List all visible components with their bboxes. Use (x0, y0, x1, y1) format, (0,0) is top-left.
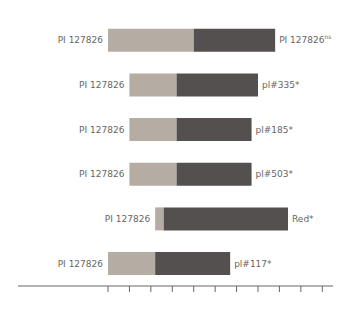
svg-text:PI 127826: PI 127826 (58, 35, 104, 45)
svg-text:Red*: Red* (292, 214, 314, 224)
svg-text:PI 127826ns: PI 127826ns (279, 33, 331, 46)
svg-text:pl#185*: pl#185* (256, 125, 294, 135)
svg-text:pl#335*: pl#335* (262, 80, 300, 90)
svg-text:PI 127826: PI 127826 (79, 169, 125, 179)
svg-text:PI 127826: PI 127826 (58, 259, 104, 269)
svg-text:pl#117*: pl#117* (234, 259, 272, 269)
svg-text:PI 127826: PI 127826 (79, 125, 125, 135)
svg-text:pl#503*: pl#503* (256, 169, 294, 179)
svg-text:PI 127826: PI 127826 (105, 214, 151, 224)
svg-text:PI 127826: PI 127826 (79, 80, 125, 90)
